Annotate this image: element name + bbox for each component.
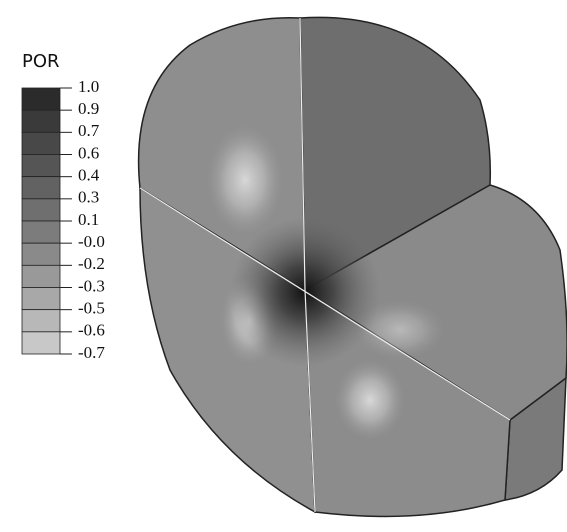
legend-label: 0.6 bbox=[78, 143, 99, 162]
legend-label: -0.6 bbox=[78, 321, 105, 340]
legend-title: POR bbox=[22, 51, 60, 72]
legend-label: 0.4 bbox=[78, 166, 100, 185]
legend-swatch bbox=[21, 109, 61, 133]
legend-label: -0.3 bbox=[78, 276, 105, 295]
legend-swatch bbox=[21, 131, 61, 155]
edge bbox=[139, 187, 511, 421]
legend-swatch bbox=[21, 154, 61, 178]
rim-face bbox=[504, 376, 567, 501]
bottom-left-face bbox=[139, 186, 316, 514]
legend-label: 1.0 bbox=[78, 77, 99, 96]
legend-swatch bbox=[21, 242, 61, 266]
legend-label: -0.0 bbox=[78, 232, 105, 251]
legend-label: -0.5 bbox=[78, 299, 105, 318]
legend-swatch bbox=[21, 331, 61, 355]
legend-label: 0.1 bbox=[78, 210, 99, 229]
legend-swatch bbox=[21, 198, 61, 222]
light-zone bbox=[355, 300, 445, 360]
legend-label: -0.7 bbox=[78, 343, 105, 362]
top-right-face bbox=[299, 16, 492, 292]
light-zone bbox=[207, 125, 283, 235]
legend-label: 0.3 bbox=[78, 188, 99, 207]
legend-label: 0.7 bbox=[78, 121, 100, 140]
legend-swatch bbox=[21, 264, 61, 288]
legend: 1.0 0.9 0.7 0.6 0.4 0.3 0.1 -0.0 -0.2 -0.3 -0.5 -0.… bbox=[21, 77, 105, 362]
light-zone bbox=[335, 360, 405, 440]
edge bbox=[304, 289, 316, 513]
legend-swatch bbox=[21, 220, 61, 244]
legend-swatch bbox=[21, 287, 61, 311]
section-lines bbox=[139, 17, 511, 513]
legend-label: 0.9 bbox=[78, 99, 99, 118]
legend-label: -0.2 bbox=[78, 254, 105, 273]
legend-swatch bbox=[21, 309, 61, 333]
model-body bbox=[137, 16, 567, 518]
legend-swatch bbox=[21, 176, 61, 200]
edge bbox=[299, 17, 306, 291]
legend-swatch bbox=[21, 87, 61, 111]
